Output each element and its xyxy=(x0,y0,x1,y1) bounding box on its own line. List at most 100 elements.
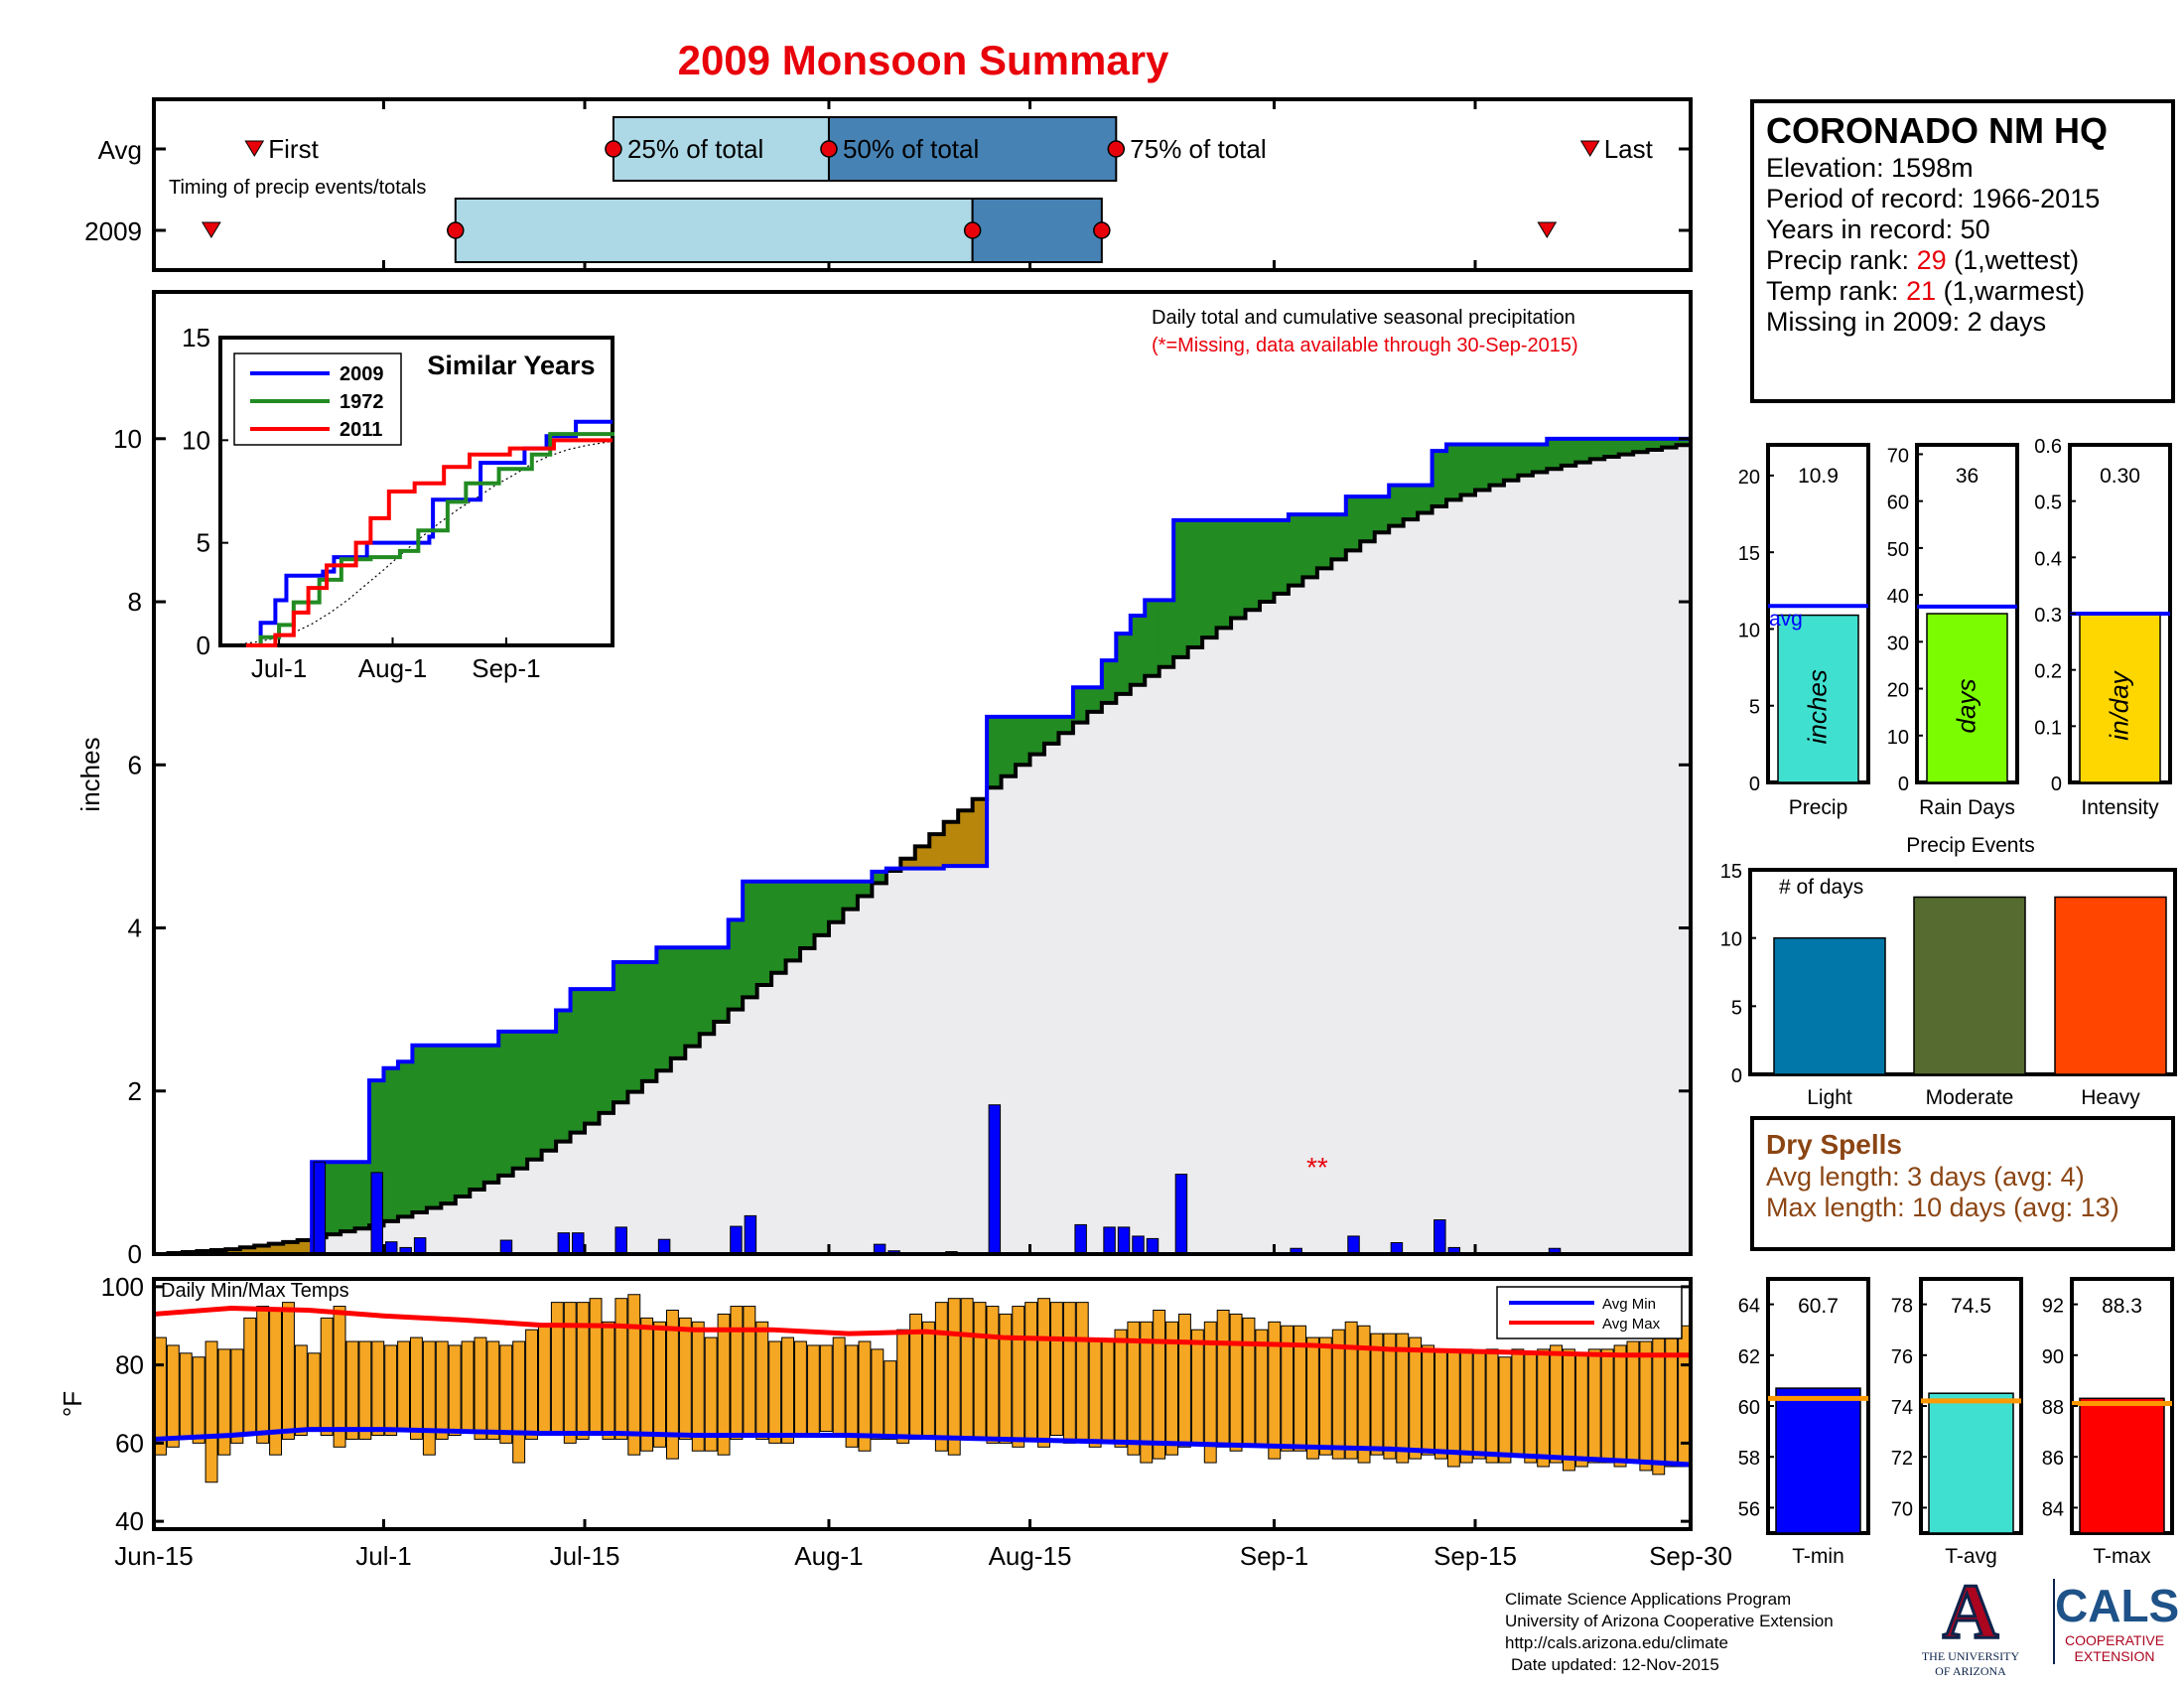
daily-precip-bar xyxy=(557,1232,571,1255)
stat-ytick-label: 0.1 xyxy=(2034,717,2062,739)
daily-temp-bar xyxy=(410,1336,423,1440)
events-ytick-label: 5 xyxy=(1731,997,1742,1019)
below-average-fill xyxy=(914,846,930,869)
above-average-fill xyxy=(1202,519,1218,638)
daily-temp-bar xyxy=(832,1336,846,1436)
daily-temp-bar xyxy=(397,1340,411,1433)
daily-temp-bar xyxy=(320,1317,334,1436)
above-average-fill xyxy=(728,919,744,1010)
temps-xtick-label: Jul-15 xyxy=(550,1541,620,1571)
temps-legend-label: Avg Max xyxy=(1602,1316,1661,1333)
above-average-fill xyxy=(498,1031,514,1176)
precip-rank-value: 29 xyxy=(1916,245,1947,275)
inset-ytick-label: 10 xyxy=(182,425,210,455)
daily-temp-bar xyxy=(845,1344,859,1448)
timing-quantile-dot xyxy=(820,140,838,158)
cumul-base-area xyxy=(154,442,1691,1254)
daily-temp-bar xyxy=(358,1340,372,1440)
daily-temp-bar xyxy=(1294,1325,1306,1452)
events-ylabel: # of days xyxy=(1779,876,1863,899)
daily-temp-bar xyxy=(230,1348,244,1444)
daily-temp-bar xyxy=(1537,1348,1551,1468)
daily-temp-bar xyxy=(730,1306,744,1440)
timing-q50-label: 50% of total xyxy=(843,134,979,164)
daily-temp-bar xyxy=(819,1344,833,1433)
daily-temp-bar xyxy=(794,1340,807,1436)
missing-data-marker: ** xyxy=(1306,1152,1328,1183)
daily-temp-bar xyxy=(589,1298,603,1436)
inset-xtick-label: Sep-1 xyxy=(472,653,540,683)
daily-temp-bar xyxy=(576,1302,590,1440)
inset-legend-label: 2011 xyxy=(340,419,382,441)
temps-ylabel: °F xyxy=(58,1391,87,1417)
daily-temp-bar xyxy=(1306,1336,1319,1460)
daily-temp-bar xyxy=(1178,1313,1191,1448)
daily-temp-bar xyxy=(896,1329,910,1444)
stat-ytick-label: 0.6 xyxy=(2034,436,2062,458)
daily-precip-bar xyxy=(744,1214,757,1255)
above-average-fill xyxy=(512,1031,528,1169)
above-average-fill xyxy=(570,989,586,1133)
temps-xtick-label: Sep-1 xyxy=(1240,1541,1308,1571)
events-bar-Heavy xyxy=(2054,896,2167,1075)
above-average-fill xyxy=(1618,438,1634,455)
tstat-value-label: 60.7 xyxy=(1798,1295,1839,1318)
daily-temp-bar xyxy=(1422,1344,1434,1456)
stat-ytick-label: 0.4 xyxy=(2034,548,2062,570)
above-average-fill xyxy=(1145,600,1160,676)
daily-temp-bar xyxy=(1409,1336,1423,1460)
events-ytick-label: 10 xyxy=(1720,929,1742,951)
above-average-fill xyxy=(1274,519,1290,594)
daily-temp-bar xyxy=(1446,1348,1460,1468)
temps-ytick-label: 60 xyxy=(115,1428,144,1458)
daily-temp-bar xyxy=(294,1344,308,1436)
daily-temp-bar xyxy=(1062,1302,1076,1444)
temp-rank-value: 21 xyxy=(1906,276,1937,306)
temps-xtick-label: Jun-15 xyxy=(114,1541,194,1571)
tstat-ytick-label: 58 xyxy=(1738,1448,1760,1470)
above-average-fill xyxy=(1130,616,1146,685)
daily-temp-bar xyxy=(1037,1298,1050,1448)
events-category-label: Heavy xyxy=(2081,1086,2140,1109)
tstat-category-label: T-max xyxy=(2093,1545,2151,1568)
above-average-fill xyxy=(1043,716,1060,744)
above-average-fill xyxy=(1403,485,1419,520)
daily-temp-bar xyxy=(243,1317,257,1436)
daily-temp-bar xyxy=(1587,1348,1601,1464)
above-average-fill xyxy=(1503,444,1519,481)
daily-temp-bar xyxy=(1485,1348,1499,1464)
below-average-fill xyxy=(297,1240,313,1254)
cals-logo: CALS COOPERATIVE EXTENSION xyxy=(2053,1579,2180,1664)
daily-temp-bar xyxy=(1574,1352,1588,1468)
daily-temp-bar xyxy=(282,1302,295,1440)
daily-temp-bar xyxy=(1331,1329,1345,1460)
inset-xtick-label: Aug-1 xyxy=(358,653,427,683)
daily-precip-bar xyxy=(1433,1219,1446,1255)
daily-temp-bar xyxy=(1357,1325,1371,1464)
station-temp-rank: Temp rank: 21 (1,warmest) xyxy=(1766,276,2159,307)
daily-precip-bar xyxy=(499,1239,513,1255)
daily-temp-bar xyxy=(614,1298,628,1440)
daily-temp-bar xyxy=(1511,1348,1525,1456)
daily-temp-bar xyxy=(256,1306,270,1444)
daily-temp-bar xyxy=(781,1336,794,1444)
daily-temp-bar xyxy=(653,1321,666,1448)
daily-temp-bar xyxy=(986,1306,1000,1444)
stat-ytick-label: 10 xyxy=(1738,620,1760,641)
daily-temp-bar xyxy=(858,1340,872,1452)
daily-temp-bar xyxy=(1153,1310,1166,1460)
above-average-fill xyxy=(1418,485,1433,513)
station-missing: Missing in 2009: 2 days xyxy=(1766,307,2047,337)
daily-temp-bar xyxy=(217,1348,231,1456)
temps-plot-frame xyxy=(152,1277,1693,1531)
daily-precip-bar xyxy=(614,1226,627,1255)
cals-logo-text: CALS xyxy=(2055,1580,2180,1631)
daily-temp-bar xyxy=(422,1340,436,1456)
above-average-fill xyxy=(1633,438,1649,453)
timing-50-75-box xyxy=(971,198,1103,263)
inset-title: Similar Years xyxy=(427,351,595,380)
temps-xtick-label: Aug-1 xyxy=(794,1541,863,1571)
timing-first-label: First xyxy=(268,134,319,164)
above-average-fill xyxy=(714,947,730,1022)
daily-temp-bar xyxy=(1370,1333,1384,1456)
